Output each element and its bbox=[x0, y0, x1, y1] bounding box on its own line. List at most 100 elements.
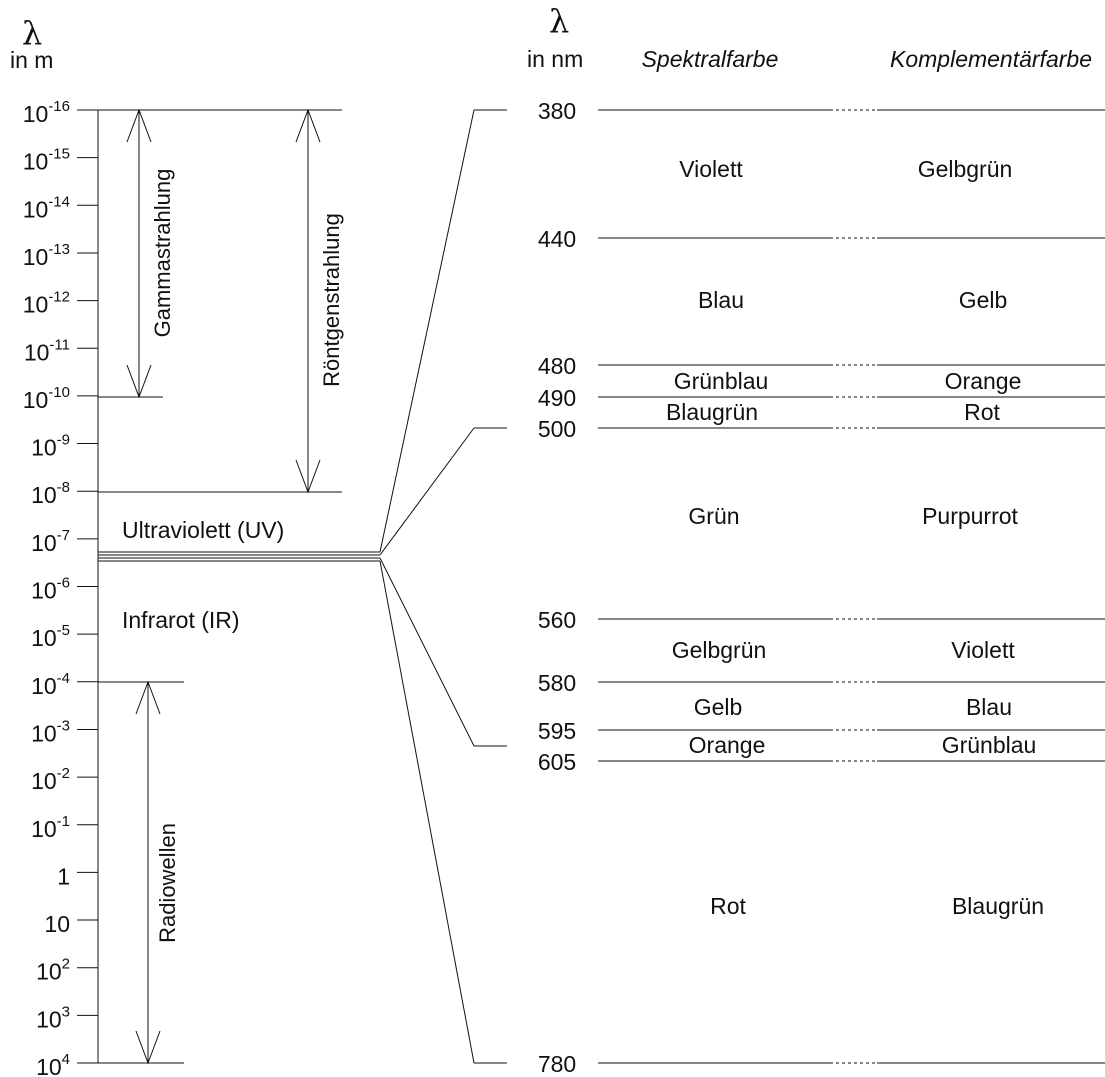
xray-radiation-label: Röntgenstrahlung bbox=[319, 213, 344, 387]
tick-base: 10 bbox=[31, 768, 57, 794]
tick-exponent: -3 bbox=[57, 717, 70, 734]
spectral-color-cell: Blau bbox=[698, 287, 744, 313]
complementary-color-cell: Orange bbox=[945, 368, 1022, 394]
tick-base: 10 bbox=[23, 387, 49, 413]
gamma-range-arrow bbox=[126, 108, 152, 399]
complementary-color-cell: Purpurrot bbox=[922, 503, 1018, 529]
scale-tick-label: 10-15 bbox=[23, 146, 70, 175]
scale-tick-label: 10-16 bbox=[23, 98, 70, 127]
tick-exponent: -10 bbox=[48, 384, 70, 401]
boundary-wavelength-label: 440 bbox=[538, 226, 576, 252]
tick-exponent: -14 bbox=[48, 193, 70, 210]
tick-exponent: -5 bbox=[57, 622, 70, 639]
scale-tick-label: 10-11 bbox=[24, 336, 70, 365]
boundary-wavelength-label: 780 bbox=[538, 1051, 576, 1077]
spectral-color-cell: Blaugrün bbox=[666, 399, 758, 425]
scale-tick-label: 10-14 bbox=[23, 193, 70, 222]
lambda-symbol-right: λ bbox=[549, 2, 569, 40]
visible-light-band bbox=[98, 551, 380, 562]
scale-tick-label: 10-3 bbox=[31, 717, 70, 746]
scale-tick-label: 10-12 bbox=[23, 289, 70, 318]
scale-tick-label: 104 bbox=[36, 1051, 70, 1077]
tick-base: 10 bbox=[23, 244, 49, 270]
scale-tick-label: 10-8 bbox=[31, 479, 70, 508]
complementary-color-cell: Blau bbox=[966, 694, 1012, 720]
spectral-color-cell: Grün bbox=[688, 503, 739, 529]
radio-range-arrow bbox=[135, 680, 161, 1065]
tick-base: 10 bbox=[31, 720, 57, 746]
tick-base: 10 bbox=[31, 625, 57, 651]
tick-base: 10 bbox=[31, 816, 57, 842]
spectral-color-cell: Gelbgrün bbox=[672, 637, 767, 663]
boundary-wavelength-label: 560 bbox=[538, 607, 576, 633]
spectral-color-cell: Gelb bbox=[694, 694, 743, 720]
tick-exponent: -6 bbox=[57, 575, 70, 592]
unit-label-nanometers: in nm bbox=[527, 46, 583, 72]
tick-exponent: -1 bbox=[57, 813, 70, 830]
tick-exponent: -2 bbox=[57, 765, 70, 782]
tick-exponent: -15 bbox=[48, 146, 70, 163]
xray-range-arrow bbox=[295, 108, 321, 494]
tick-base: 10 bbox=[31, 673, 57, 699]
scale-tick-label: 10-2 bbox=[31, 765, 70, 794]
radio-waves-label: Radiowellen bbox=[155, 823, 180, 943]
infrared-label: Infrarot (IR) bbox=[122, 607, 240, 633]
zoom-connector bbox=[379, 109, 507, 1064]
ultraviolet-label: Ultraviolett (UV) bbox=[122, 517, 284, 543]
spectral-color-cell: Violett bbox=[679, 156, 743, 182]
complementary-color-cell: Grünblau bbox=[942, 732, 1037, 758]
tick-exponent: -8 bbox=[57, 479, 70, 496]
tick-base: 10 bbox=[36, 1054, 62, 1077]
complementary-color-cell: Violett bbox=[951, 637, 1015, 663]
tick-base: 10 bbox=[31, 482, 57, 508]
unit-label-meters: in m bbox=[10, 47, 53, 73]
tick-exponent: 3 bbox=[62, 1003, 70, 1020]
spectral-color-cell: Orange bbox=[689, 732, 766, 758]
boundary-wavelength-label: 580 bbox=[538, 670, 576, 696]
complementary-color-cell: Gelb bbox=[959, 287, 1008, 313]
tick-base: 10 bbox=[23, 149, 49, 175]
spectral-color-header: Spektralfarbe bbox=[642, 46, 779, 72]
tick-base: 10 bbox=[24, 339, 50, 365]
spectral-color-cell: Grünblau bbox=[674, 368, 769, 394]
tick-base: 10 bbox=[23, 292, 49, 318]
tick-base: 10 bbox=[31, 435, 57, 461]
complementary-color-cell: Rot bbox=[964, 399, 1000, 425]
tick-exponent: -13 bbox=[48, 241, 70, 258]
scale-tick-label: 10-5 bbox=[31, 622, 70, 651]
scale-tick-label: 10-4 bbox=[31, 670, 70, 699]
color-table: Violett Gelbgrün Blau Gelb Grünblau Orange Bla… bbox=[666, 156, 1044, 919]
scale-tick-label: 10 bbox=[44, 911, 70, 937]
wavelength-boundaries: 380 440 480 490 500 560 580 595 605 780 bbox=[538, 98, 1105, 1077]
boundary-wavelength-label: 500 bbox=[538, 416, 576, 442]
complementary-color-cell: Gelbgrün bbox=[918, 156, 1013, 182]
spectral-color-cell: Rot bbox=[710, 893, 746, 919]
boundary-wavelength-label: 595 bbox=[538, 718, 576, 744]
boundary-wavelength-label: 380 bbox=[538, 98, 576, 124]
tick-base: 10 bbox=[31, 530, 57, 556]
tick-base: 10 bbox=[23, 196, 49, 222]
boundary-wavelength-label: 605 bbox=[538, 749, 576, 775]
scale-tick-label: 103 bbox=[36, 1003, 70, 1032]
scale-tick-label: 1 bbox=[57, 863, 70, 889]
tick-exponent: -16 bbox=[48, 98, 70, 115]
scale-tick-label: 10-7 bbox=[31, 527, 70, 556]
scale-tick-label: 102 bbox=[36, 956, 70, 985]
scale-tick-label: 10-6 bbox=[31, 575, 70, 604]
tick-base: 10 bbox=[23, 101, 49, 127]
wavelength-scale: 10-1610-1510-1410-1310-1210-1110-1010-91… bbox=[23, 98, 98, 1077]
boundary-wavelength-label: 490 bbox=[538, 385, 576, 411]
tick-base: 10 bbox=[31, 578, 57, 604]
scale-tick-label: 10-10 bbox=[23, 384, 70, 413]
tick-exponent: -11 bbox=[49, 336, 70, 353]
complementary-color-cell: Blaugrün bbox=[952, 893, 1044, 919]
tick-exponent: -7 bbox=[57, 527, 70, 544]
tick-base: 10 bbox=[36, 1006, 62, 1032]
tick-base: 10 bbox=[36, 959, 62, 985]
scale-tick-label: 10-9 bbox=[31, 432, 70, 461]
complementary-color-header: Komplementärfarbe bbox=[890, 46, 1092, 72]
tick-exponent: -4 bbox=[57, 670, 70, 687]
tick-exponent: -12 bbox=[48, 289, 70, 306]
lambda-symbol-left: λ bbox=[22, 14, 42, 52]
